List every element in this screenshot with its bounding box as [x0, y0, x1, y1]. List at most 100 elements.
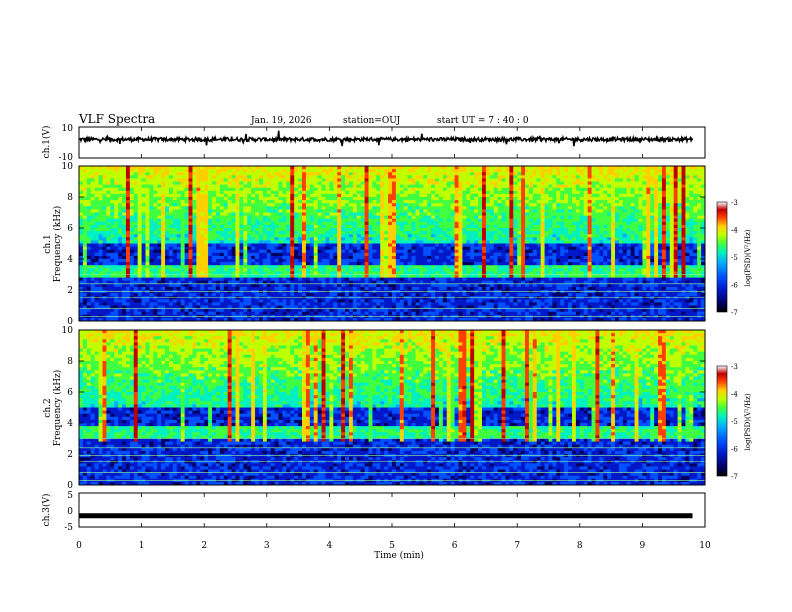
spectrogram-cell [376, 197, 381, 201]
spectrogram-cell [94, 271, 99, 275]
spectrogram-cell [266, 228, 272, 232]
spectrogram-cell [137, 206, 142, 210]
spectrogram-cell [356, 212, 362, 216]
spectrogram-cell [235, 317, 240, 322]
spectrogram-cell [180, 184, 186, 189]
spectrogram-cell [403, 311, 409, 316]
spectrogram-cell [325, 305, 330, 309]
spectrogram-cell [212, 305, 217, 309]
spectrogram-cell [86, 311, 92, 316]
spectrogram-cell [235, 181, 240, 185]
spectrogram-cell [200, 200, 205, 204]
spectrogram-cell [294, 283, 299, 288]
spectrogram-cell [454, 286, 459, 291]
spectrogram-cell [137, 166, 142, 170]
spectrogram-cell [309, 218, 315, 223]
spectrogram-cell [313, 305, 319, 309]
spectrogram-cell [247, 293, 252, 297]
spectrogram-cell [247, 203, 252, 207]
spectrogram-cell [153, 166, 158, 170]
spectrogram-cell [129, 311, 135, 316]
spectrogram-cell [106, 255, 111, 260]
spectrogram-cell [348, 224, 354, 229]
spectrogram-cell [462, 178, 467, 182]
spectrogram-cell [435, 308, 440, 313]
spectrogram-cell [157, 255, 162, 260]
spectrogram-cell [192, 184, 197, 189]
spectrogram-cell [153, 317, 158, 322]
spectrogram-cell [227, 259, 232, 263]
spectrogram-cell [192, 215, 197, 220]
spectrogram-cell [360, 240, 366, 244]
spectrogram-cell [258, 265, 264, 269]
spectrogram-cell [372, 262, 377, 266]
spectrogram-cell [212, 224, 217, 229]
spectrogram-cell [168, 166, 174, 170]
spectrogram-cell [231, 187, 236, 192]
spectrogram-cell [435, 305, 440, 309]
spectrogram-cell [435, 175, 440, 179]
spectrogram-cell [348, 190, 354, 195]
spectrogram-cell [122, 215, 127, 220]
spectrogram-cell [129, 249, 135, 254]
spectrogram-cell [79, 283, 84, 288]
spectrogram-cell [435, 184, 440, 189]
spectrogram-cell [309, 169, 315, 173]
spectrogram-cell [337, 317, 342, 322]
spectrogram-cell [341, 237, 346, 241]
spectrogram-cell [255, 277, 260, 282]
spectrogram-cell [137, 184, 142, 189]
spectrogram-cell [415, 187, 420, 192]
spectrogram-cell [454, 172, 459, 176]
spectrogram-cell [325, 193, 330, 198]
spectrogram-cell [384, 252, 389, 257]
spectrogram-cell [341, 317, 346, 322]
spectrogram-cell [458, 187, 463, 192]
spectrogram-cell [122, 240, 127, 244]
spectrogram-cell [380, 246, 385, 251]
spectrogram-cell [223, 184, 229, 189]
spectrogram-cell [427, 249, 432, 254]
spectrogram-cell [392, 311, 397, 316]
spectrogram-cell [98, 197, 103, 201]
spectrogram-cell [110, 246, 115, 251]
spectrogram-cell [454, 206, 459, 210]
spectrogram-cell [392, 237, 397, 241]
spectrogram-cell [94, 166, 99, 170]
spectrogram-cell [294, 246, 299, 251]
spectrogram-cell [79, 218, 84, 223]
spectrogram-cell [258, 246, 264, 251]
spectrogram-cell [239, 252, 244, 257]
spectrogram-cell [247, 274, 252, 278]
spectrogram-cell [118, 302, 123, 306]
spectrogram-cell [294, 215, 299, 220]
spectrogram-cell [79, 252, 84, 257]
spectrogram-cell [341, 302, 346, 306]
spectrogram-cell [438, 228, 444, 232]
spectrogram-cell [341, 218, 346, 223]
spectrogram-cell [79, 166, 84, 170]
spectrogram-cell [184, 178, 189, 182]
spectrogram-cell [376, 286, 381, 291]
spectrogram-cell [364, 293, 369, 297]
spectrogram-cell [294, 218, 299, 223]
spectrogram-cell [176, 166, 182, 170]
spectrogram-cell [227, 178, 232, 182]
spectrogram-cell [337, 228, 342, 232]
spectrogram-cell [419, 277, 424, 282]
spectrogram-cell [262, 221, 268, 226]
spectrogram-cell [419, 243, 424, 247]
spectrogram-cell [309, 221, 315, 226]
spectrogram-cell [129, 243, 135, 247]
spectrogram-cell [90, 187, 96, 192]
spectrogram-cell [110, 231, 115, 235]
spectrogram-cell [431, 190, 436, 195]
spectrogram-cell [270, 193, 276, 198]
spectrogram-cell [153, 218, 158, 223]
spectrogram-cell [341, 184, 346, 189]
spectrogram-cell [337, 187, 342, 192]
spectrogram-cell [392, 302, 397, 306]
spectrogram-cell [176, 311, 182, 316]
spectrogram-cell [438, 221, 444, 226]
spectrogram-cell [94, 305, 99, 309]
